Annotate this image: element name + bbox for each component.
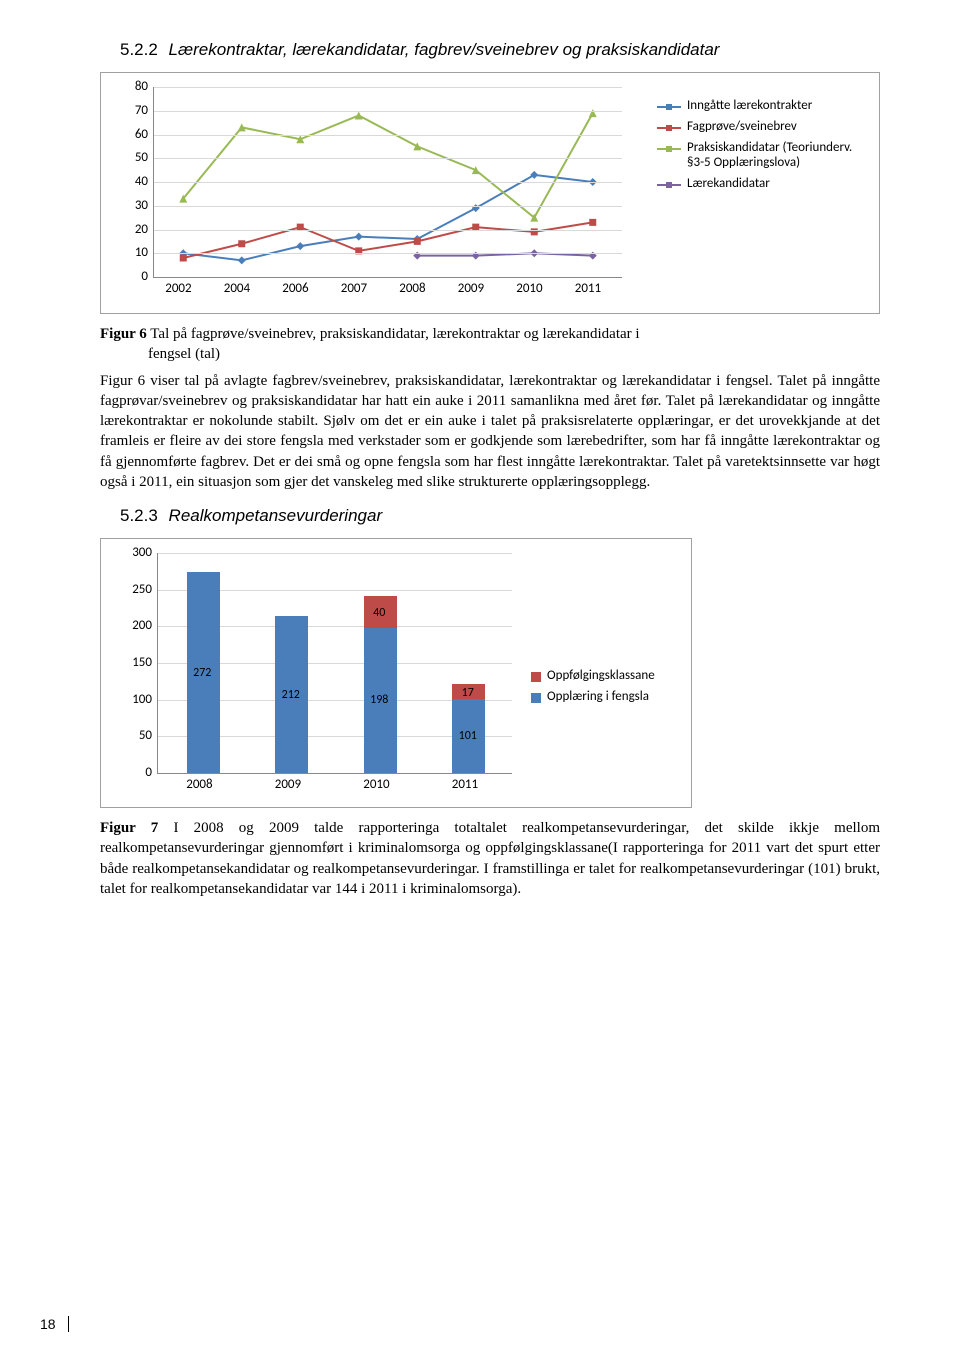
chart2-xtick-label: 2010 xyxy=(363,777,389,792)
chart1-xtick-label: 2011 xyxy=(575,281,601,296)
chart2-bar-value: 101 xyxy=(448,729,488,743)
section-number-523: 5.2.3 xyxy=(120,506,158,525)
chart2-ytick-label: 100 xyxy=(132,692,152,707)
chart1-ytick-label: 50 xyxy=(135,150,148,165)
chart1-xtick-label: 2009 xyxy=(458,281,484,296)
chart2-bar-value: 40 xyxy=(359,606,399,620)
chart1-legend-item: Lærekandidatar xyxy=(657,177,865,192)
chart1-legend: Inngåtte lærekontrakter Fagprøve/sveinebr… xyxy=(657,99,865,198)
chart1-legend-label: Praksiskandidatar (Teoriunderv. §3-5 Opp… xyxy=(687,141,865,171)
chart1-marker xyxy=(472,166,480,174)
chart2-ytick-label: 50 xyxy=(139,728,152,743)
chart1-ytick-label: 70 xyxy=(135,103,148,118)
figure7-text: I 2008 og 2009 talde rapporteringa total… xyxy=(100,820,880,897)
chart1-legend-item: Fagprøve/sveinebrev xyxy=(657,120,865,135)
chart2-ytick-label: 200 xyxy=(132,618,152,633)
figure6-text1: Tal på fagprøve/sveinebrev, praksiskandi… xyxy=(150,326,639,342)
chart1-legend-label: Fagprøve/sveinebrev xyxy=(687,120,797,135)
chart1-xtick-label: 2010 xyxy=(516,281,542,296)
chart2-legend-swatch xyxy=(531,672,541,682)
chart2-legend-label: Opplæring i fengsla xyxy=(547,690,649,705)
chart1-gridline xyxy=(154,158,622,159)
chart2-ytick-label: 150 xyxy=(132,655,152,670)
chart1-ytick-label: 0 xyxy=(141,269,148,284)
line-chart-figure6: 0 10 20 30 40 50 60 70 80 2002 2004 2006 2007 2008 200… xyxy=(100,72,880,314)
chart1-xtick-label: 2004 xyxy=(224,281,250,296)
chart1-marker xyxy=(414,238,421,245)
figure6-caption: Figur 6 Tal på fagprøve/sveinebrev, prak… xyxy=(100,324,880,365)
section-heading-522: 5.2.2 Lærekontraktar, lærekandidatar, fa… xyxy=(120,40,880,60)
chart1-xtick-label: 2008 xyxy=(399,281,425,296)
chart2-plot-area: 0501001502002503002722008212200919840201… xyxy=(157,553,512,774)
chart1-series-line xyxy=(183,113,593,218)
chart1-ytick-label: 40 xyxy=(135,174,148,189)
chart2-bar-value: 198 xyxy=(359,693,399,707)
chart1-ytick-label: 20 xyxy=(135,222,148,237)
chart1-marker xyxy=(238,240,245,247)
chart1-ytick-label: 30 xyxy=(135,198,148,213)
chart1-marker xyxy=(296,242,304,250)
chart2-legend-swatch xyxy=(531,693,541,703)
chart1-legend-swatch xyxy=(657,180,681,190)
chart2-legend: Oppfølgingsklassane Opplæring i fengsla xyxy=(531,669,681,711)
chart2-bar-value: 17 xyxy=(448,686,488,700)
chart2-legend-item: Oppfølgingsklassane xyxy=(531,669,681,684)
chart1-gridline xyxy=(154,230,622,231)
chart2-gridline xyxy=(158,553,512,554)
chart1-xtick-label: 2007 xyxy=(341,281,367,296)
figure7-caption: Figur 7 I 2008 og 2009 talde rapporterin… xyxy=(100,818,880,899)
chart1-legend-swatch xyxy=(657,144,681,154)
chart1-legend-label: Inngåtte lærekontrakter xyxy=(687,99,812,114)
bar-chart-figure7: 0 50 100 150 200 250 300 272 2008 212 2009 198 40 201… xyxy=(100,538,692,808)
chart2-legend-label: Oppfølgingsklassane xyxy=(547,669,655,684)
figure7-label: Figur 7 xyxy=(100,820,158,836)
chart1-marker xyxy=(355,233,363,241)
section-title: Lærekontraktar, lærekandidatar, fagbrev/… xyxy=(169,40,720,59)
chart1-gridline xyxy=(154,87,622,88)
chart1-legend-item: Praksiskandidatar (Teoriunderv. §3-5 Opp… xyxy=(657,141,865,171)
chart2-bar-value: 272 xyxy=(182,666,222,680)
chart1-gridline xyxy=(154,111,622,112)
section-number: 5.2.2 xyxy=(120,40,158,59)
chart2-ytick-label: 0 xyxy=(145,765,152,780)
chart2-ytick-label: 300 xyxy=(132,545,152,560)
chart1-gridline xyxy=(154,135,622,136)
chart2-xtick-label: 2011 xyxy=(452,777,478,792)
chart1-legend-swatch xyxy=(657,102,681,112)
chart1-marker xyxy=(530,171,538,179)
chart1-ytick-label: 60 xyxy=(135,127,148,142)
section-title-523: Realkompetansevurderingar xyxy=(169,506,383,525)
chart1-plot-area: 0102030405060708020022004200620072008200… xyxy=(153,87,622,278)
chart1-legend-item: Inngåtte lærekontrakter xyxy=(657,99,865,114)
chart1-series-line xyxy=(183,175,593,261)
page-number-value: 18 xyxy=(40,1316,69,1332)
chart2-xtick-label: 2009 xyxy=(275,777,301,792)
chart1-legend-label: Lærekandidatar xyxy=(687,177,770,192)
figure6-text2: fengsel (tal) xyxy=(148,346,220,362)
chart1-ytick-label: 80 xyxy=(135,79,148,94)
chart1-gridline xyxy=(154,253,622,254)
section-heading-523: 5.2.3 Realkompetansevurderingar xyxy=(120,506,880,526)
chart1-marker xyxy=(413,142,421,150)
page-number: 18 xyxy=(40,1316,69,1332)
chart2-ytick-label: 250 xyxy=(132,582,152,597)
chart2-legend-item: Opplæring i fengsla xyxy=(531,690,681,705)
chart1-marker xyxy=(180,255,187,262)
chart1-marker xyxy=(355,112,363,120)
chart1-gridline xyxy=(154,206,622,207)
chart2-xtick-label: 2008 xyxy=(186,777,212,792)
chart1-gridline xyxy=(154,182,622,183)
chart1-marker xyxy=(589,219,596,226)
chart1-legend-swatch xyxy=(657,123,681,133)
chart1-xtick-label: 2006 xyxy=(282,281,308,296)
chart1-ytick-label: 10 xyxy=(135,245,148,260)
chart1-marker xyxy=(238,256,246,264)
chart1-xtick-label: 2002 xyxy=(165,281,191,296)
figure6-label: Figur 6 xyxy=(100,326,147,342)
chart2-bar-value: 212 xyxy=(271,688,311,702)
paragraph-figure6: Figur 6 viser tal på avlagte fagbrev/sve… xyxy=(100,371,880,493)
